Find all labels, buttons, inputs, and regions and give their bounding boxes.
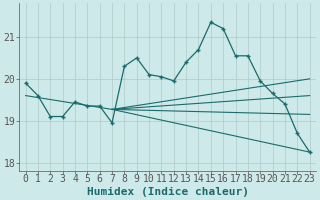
X-axis label: Humidex (Indice chaleur): Humidex (Indice chaleur)	[87, 186, 249, 197]
